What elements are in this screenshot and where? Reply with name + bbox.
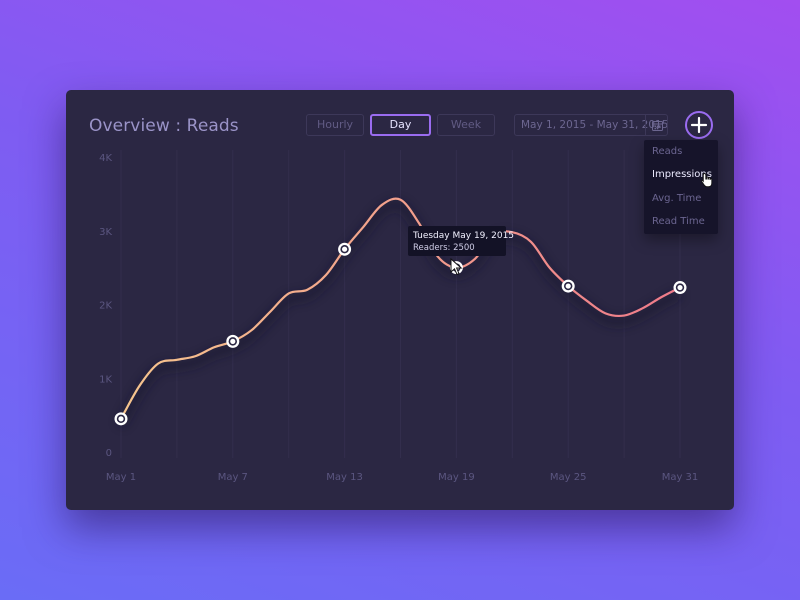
x-tick-label: May 1 xyxy=(106,472,136,483)
series-line-shadow xyxy=(117,200,682,427)
tooltip-value: Readers: 2500 xyxy=(413,243,475,253)
grid-lines xyxy=(120,150,681,458)
x-tick-label: May 13 xyxy=(326,472,363,483)
metric-dropdown-menu: Reads Impressions Avg. Time Read Time xyxy=(644,140,718,234)
menu-item-read-time[interactable]: Read Time xyxy=(652,216,705,227)
y-tick-label: 4K xyxy=(99,153,112,164)
y-tick-label: 2K xyxy=(99,301,112,312)
y-tick-label: 1K xyxy=(99,374,112,385)
menu-item-reads[interactable]: Reads xyxy=(652,146,683,157)
data-point-marker[interactable] xyxy=(673,281,687,295)
menu-item-avg-time[interactable]: Avg. Time xyxy=(652,193,702,204)
series-line xyxy=(119,197,682,420)
date-range-text: May 1, 2015 - May 31, 2015 xyxy=(521,119,668,131)
calendar-button[interactable] xyxy=(645,114,668,136)
x-tick-label: May 19 xyxy=(438,472,475,483)
y-tick-label: 3K xyxy=(99,227,112,238)
data-tooltip: Tuesday May 19, 2015 Readers: 2500 xyxy=(408,226,514,256)
x-tick-label: May 25 xyxy=(550,472,587,483)
pointer-cursor-icon xyxy=(450,258,463,276)
plus-icon xyxy=(690,116,708,134)
y-axis: 0 1K 2K 3K 4K xyxy=(99,153,112,459)
x-axis: May 1 May 7 May 13 May 19 May 25 May 31 xyxy=(106,472,698,483)
x-tick-label: May 7 xyxy=(218,472,248,483)
date-range-field[interactable]: May 1, 2015 - May 31, 2015 xyxy=(514,114,668,136)
data-point-marker[interactable] xyxy=(226,334,240,348)
add-metric-button[interactable] xyxy=(685,111,713,139)
hand-cursor-icon xyxy=(701,173,713,188)
chart-card: Overview : Reads Hourly Day Week May 1, … xyxy=(66,90,734,510)
calendar-icon xyxy=(651,120,663,131)
day-segment-button[interactable]: Day xyxy=(370,114,431,136)
page-title: Overview : Reads xyxy=(89,116,239,136)
hourly-segment-button[interactable]: Hourly xyxy=(306,114,364,136)
data-point-marker[interactable] xyxy=(561,279,575,293)
data-point-marker[interactable] xyxy=(114,412,128,426)
menu-item-impressions[interactable]: Impressions xyxy=(652,169,712,180)
x-tick-label: May 31 xyxy=(662,472,699,483)
week-segment-button[interactable]: Week xyxy=(437,114,495,136)
tooltip-date: Tuesday May 19, 2015 xyxy=(413,231,515,241)
data-point-marker[interactable] xyxy=(338,242,352,256)
y-tick-label: 0 xyxy=(106,448,112,459)
